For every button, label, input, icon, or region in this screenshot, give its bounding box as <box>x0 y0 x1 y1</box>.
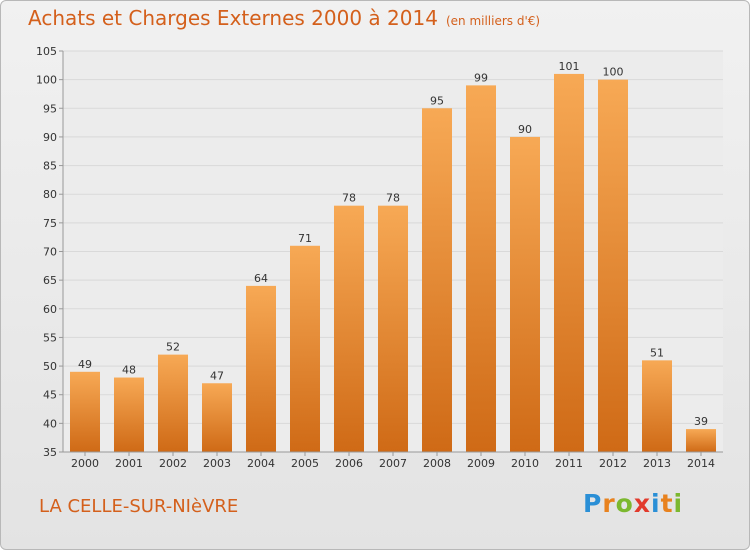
x-tick-label: 2010 <box>511 457 539 470</box>
proxiti-logo[interactable]: Proxiti <box>583 489 683 518</box>
commune-name: LA CELLE-SUR-NIèVRE <box>39 496 239 517</box>
bar-2010 <box>510 136 540 452</box>
x-tick-label: 2013 <box>643 457 671 470</box>
chart-title: Achats et Charges Externes 2000 à 2014 (e… <box>28 6 540 30</box>
bar-2003 <box>202 383 232 452</box>
y-tick-label: 105 <box>36 45 57 58</box>
bar-value-label: 100 <box>603 66 624 79</box>
x-tick-label: 2003 <box>203 457 231 470</box>
bar-value-label: 39 <box>694 415 708 428</box>
logo-letter: o <box>615 489 634 518</box>
bars: 49 48 52 47 64 71 78 78 95 99 90 101 100 51 39 <box>70 60 716 453</box>
logo-letter: P <box>583 489 603 518</box>
bar-value-label: 47 <box>210 369 224 382</box>
x-tick-label: 2001 <box>115 457 143 470</box>
bar-value-label: 52 <box>166 341 180 354</box>
bar-value-label: 99 <box>474 71 488 84</box>
bar-2009 <box>466 85 496 452</box>
y-tick-label: 55 <box>43 331 57 344</box>
bar-value-label: 71 <box>298 232 312 245</box>
bar-2004 <box>246 285 276 452</box>
y-tick-label: 35 <box>43 446 57 459</box>
y-tick-label: 50 <box>43 360 57 373</box>
bar-2007 <box>378 205 408 452</box>
logo-letter: i <box>673 489 684 518</box>
chart-title-text: Achats et Charges Externes 2000 à 2014 <box>28 6 438 30</box>
bar-value-label: 51 <box>650 346 664 359</box>
x-tick-label: 2011 <box>555 457 583 470</box>
x-tick-label: 2008 <box>423 457 451 470</box>
logo-letter: i <box>651 489 661 518</box>
x-tick-label: 2012 <box>599 457 627 470</box>
y-tick-label: 60 <box>43 303 57 316</box>
bar-value-label: 78 <box>342 192 356 205</box>
bar-2013 <box>642 360 672 452</box>
y-tick-label: 100 <box>36 74 57 87</box>
y-tick-label: 85 <box>43 160 57 173</box>
bar-2012 <box>598 79 628 453</box>
logo-letter: x <box>633 489 651 518</box>
x-tick-label: 2007 <box>379 457 407 470</box>
y-tick-label: 40 <box>43 417 57 430</box>
x-tick-label: 2006 <box>335 457 363 470</box>
bar-2014 <box>686 429 716 452</box>
x-axis: 2000 2001 2002 2003 2004 2005 2006 2007 2008 2009… <box>71 452 715 470</box>
x-tick-label: 2002 <box>159 457 187 470</box>
bar-value-label: 90 <box>518 123 532 136</box>
bar-2008 <box>422 108 452 453</box>
x-tick-label: 2005 <box>291 457 319 470</box>
bar-2005 <box>290 245 320 452</box>
bar-value-label: 64 <box>254 272 268 285</box>
y-tick-label: 80 <box>43 188 57 201</box>
y-tick-label: 70 <box>43 246 57 259</box>
chart-unit: (en milliers d'€) <box>445 14 541 28</box>
bar-value-label: 49 <box>78 358 92 371</box>
x-tick-label: 2004 <box>247 457 275 470</box>
logo-letter: r <box>602 489 616 518</box>
y-tick-label: 65 <box>43 274 57 287</box>
bar-2011 <box>554 73 584 453</box>
y-axis: 35 40 45 50 55 60 65 70 75 80 85 90 95 100 105 <box>36 45 63 459</box>
bar-value-label: 48 <box>122 364 136 377</box>
bar-value-label: 95 <box>430 94 444 107</box>
bar-value-label: 78 <box>386 192 400 205</box>
y-tick-label: 90 <box>43 131 57 144</box>
x-tick-label: 2000 <box>71 457 99 470</box>
bar-2000 <box>70 371 100 452</box>
y-tick-label: 45 <box>43 389 57 402</box>
bar-2001 <box>114 377 144 452</box>
x-tick-label: 2014 <box>687 457 715 470</box>
bar-2006 <box>334 205 364 452</box>
bar-value-label: 101 <box>559 60 580 73</box>
x-tick-label: 2009 <box>467 457 495 470</box>
logo-letter: t <box>660 489 674 518</box>
y-tick-label: 75 <box>43 217 57 230</box>
y-tick-label: 95 <box>43 102 57 115</box>
bar-2002 <box>158 354 188 452</box>
